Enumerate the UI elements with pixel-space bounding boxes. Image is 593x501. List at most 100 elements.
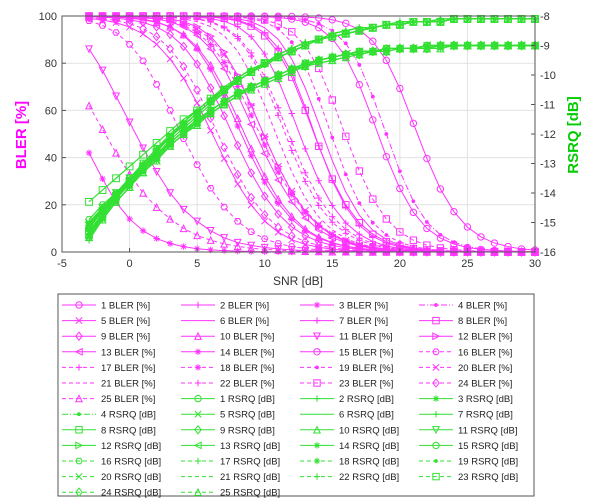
bler-point [274, 245, 283, 254]
bler-point [139, 188, 148, 197]
y-right-tick-label: -11 [540, 100, 555, 112]
bler-point [423, 246, 431, 257]
rsrq-point [98, 215, 107, 224]
legend-entry: 1 BLER [%] [62, 301, 150, 312]
legend-label: 22 BLER [%] [220, 379, 274, 390]
bler-point [329, 213, 336, 220]
legend-marker [313, 348, 321, 356]
bler-point [166, 29, 174, 40]
legend-label: 13 BLER [%] [101, 347, 155, 358]
bler-series-line [89, 15, 535, 253]
bler-point [288, 187, 296, 195]
bler-point [85, 101, 94, 110]
bler-point [246, 120, 255, 129]
bler-point [193, 99, 201, 107]
bler-point [248, 52, 255, 60]
bler-point [166, 240, 174, 247]
bler-point [207, 35, 215, 43]
legend-entry: 24 RSRQ [dB] [62, 487, 161, 499]
x-tick-label: 30 [529, 258, 541, 270]
rsrq-series-line [88, 44, 535, 238]
rsrq-point [341, 49, 350, 60]
rsrq-point [219, 99, 229, 109]
bler-point [342, 243, 349, 250]
legend-marker [432, 411, 440, 418]
x-tick-label: -5 [57, 258, 67, 270]
bler-point [450, 207, 458, 216]
bler-point [85, 149, 93, 157]
bler-point [206, 235, 215, 244]
legend-entry: 3 RSRQ [dB] [419, 394, 513, 405]
legend-label: 15 BLER [%] [339, 347, 393, 358]
bler-point [233, 218, 242, 225]
bler-point [315, 222, 322, 229]
legend-entry: 23 RSRQ [dB] [419, 472, 518, 483]
rsrq-point [111, 197, 121, 206]
bler-point [287, 197, 296, 206]
legend-label: 3 BLER [%] [339, 301, 388, 312]
bler-point [193, 161, 201, 168]
bler-point [275, 168, 282, 176]
rsrq-point [395, 20, 404, 29]
legend-label: 3 RSRQ [dB] [458, 394, 513, 405]
legend-marker [75, 473, 83, 481]
rsrq-point [395, 43, 405, 53]
bler-point [247, 102, 255, 110]
legend-marker [194, 379, 202, 387]
legend-marker [312, 332, 322, 341]
legend-marker [432, 395, 440, 402]
legend-entry: 22 RSRQ [dB] [300, 472, 399, 483]
legend-entry: 1 RSRQ [dB] [181, 394, 275, 405]
bler-point [112, 148, 121, 157]
bler-point [220, 239, 229, 248]
rsrq-point [301, 41, 310, 50]
legend-marker [194, 364, 202, 371]
rsrq-point [98, 186, 107, 194]
rsrq-point [463, 40, 472, 50]
x-tick-label: 15 [326, 258, 338, 270]
bler-point [207, 246, 214, 254]
x-tick-label: 10 [259, 258, 271, 270]
y-right-tick-label: -8 [540, 11, 550, 23]
bler-point [477, 247, 485, 257]
legend-marker [194, 301, 202, 309]
rsrq-point [125, 182, 134, 191]
rsrq-point [301, 61, 310, 72]
bler-point [233, 114, 242, 123]
rsrq-point [125, 176, 134, 187]
rsrq-point [382, 20, 391, 29]
rsrq-point [409, 43, 418, 53]
rsrq-point [112, 174, 120, 183]
rsrq-point [314, 35, 323, 44]
legend-entry: 11 RSRQ [dB] [419, 425, 518, 436]
legend-label: 12 RSRQ [dB] [101, 441, 161, 452]
bler-point [504, 247, 512, 257]
legend-entry: 14 BLER [%] [181, 347, 274, 358]
bler-point [207, 126, 215, 135]
rsrq-point [476, 40, 485, 51]
legend-marker [313, 442, 321, 449]
rsrq-point [139, 164, 148, 175]
bler-point [301, 13, 309, 21]
bler-point [261, 32, 269, 40]
bler-point [355, 245, 364, 256]
bler-point [287, 246, 296, 255]
bler-point [126, 215, 133, 223]
bler-point [397, 169, 402, 174]
bler-series-line [89, 15, 536, 253]
rsrq-point [260, 79, 269, 88]
bler-point [301, 236, 310, 247]
bler-point [302, 145, 309, 153]
bler-point [409, 246, 418, 257]
bler-point [397, 240, 402, 245]
legend-marker [74, 394, 84, 403]
rsrq-point [139, 150, 147, 159]
bler-point [125, 118, 134, 127]
legend-entry: 3 BLER [%] [300, 301, 388, 312]
legend-marker [432, 472, 440, 481]
y-right-tick-label: -9 [540, 41, 550, 53]
legend-marker [434, 303, 438, 307]
bler-point [276, 26, 281, 31]
bler-point [139, 23, 147, 34]
bler-point [233, 242, 242, 251]
